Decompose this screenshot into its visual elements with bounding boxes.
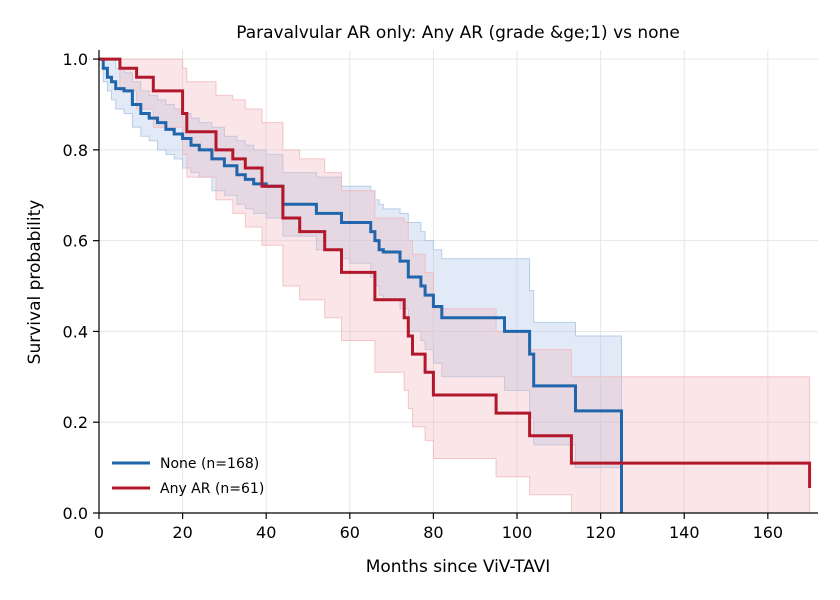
y-tick-label-4: 0.8 — [63, 141, 88, 160]
x-tick-label-6: 120 — [585, 523, 616, 542]
x-tick-label-8: 160 — [753, 523, 784, 542]
y-tick-label-2: 0.4 — [63, 322, 88, 341]
x-tick-label-5: 100 — [502, 523, 533, 542]
legend: None (n=168) Any AR (n=61) — [112, 456, 264, 497]
y-tick-label-3: 0.6 — [63, 232, 88, 251]
legend-label-none: None (n=168) — [160, 456, 259, 472]
survival-line-series-1 — [99, 57, 812, 488]
y-axis-title: Survival probability — [25, 200, 45, 365]
x-tick-label-4: 80 — [423, 523, 443, 542]
y-tick-label-1: 0.2 — [63, 413, 88, 432]
legend-label-any-ar: Any AR (n=61) — [160, 481, 264, 497]
x-tick-label-7: 140 — [669, 523, 700, 542]
axes: 0 20 40 60 80 100 120 140 160 0.0 0.2 0.4 0.6 0.8 1.0 — [63, 50, 818, 542]
ci-band-series-0 — [99, 58, 622, 513]
x-tick-label-0: 0 — [94, 523, 104, 542]
x-tick-label-3: 60 — [340, 523, 360, 542]
chart-title: Paravalvular AR only: Any AR (grade &ge;… — [236, 23, 680, 43]
survival-curves — [99, 57, 812, 513]
y-tick-label-0: 0.0 — [63, 504, 88, 523]
x-tick-label-1: 20 — [172, 523, 192, 542]
x-tick-label-2: 40 — [256, 523, 276, 542]
y-tick-label-5: 1.0 — [63, 50, 88, 69]
x-axis-title: Months since ViV-TAVI — [366, 557, 551, 577]
confidence-bands — [99, 58, 811, 514]
